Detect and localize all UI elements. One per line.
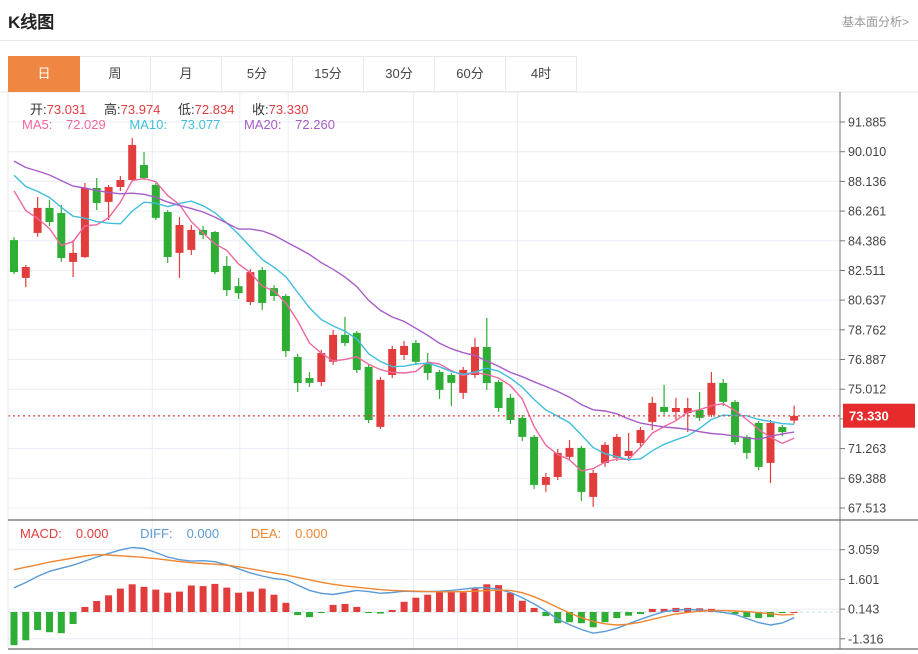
tab-15分[interactable]: 15分	[293, 56, 364, 92]
interval-tabs: 日周月 5分 15分 30分 60分 4时	[8, 56, 577, 92]
ohlc-readout: 开:73.031 高:73.974 低:72.834 收:73.330	[30, 99, 322, 118]
ma-lines	[13, 160, 795, 472]
tab-60分[interactable]: 60分	[435, 56, 506, 92]
tab-日[interactable]: 日	[8, 56, 80, 92]
macd-readout: MACD: 0.000 DIFF: 0.000 DEA: 0.000	[20, 526, 356, 541]
macd-axis: 3.059 1.601 0.143 -1.316	[840, 543, 883, 646]
current-price-tag	[843, 403, 915, 428]
close-value: 73.330	[268, 102, 309, 117]
macd-value: MACD: 0.000	[20, 526, 109, 541]
svg-text:73.330: 73.330	[849, 409, 889, 424]
svg-text:76.887: 76.887	[848, 353, 886, 367]
svg-text:-1.316: -1.316	[848, 632, 883, 646]
fundamental-analysis-link[interactable]: 基本面分析>	[841, 15, 909, 29]
low-label: 低:	[178, 102, 195, 117]
svg-text:69.388: 69.388	[848, 472, 886, 486]
svg-text:3.059: 3.059	[848, 543, 879, 557]
ma5-readout: MA5: 72.029	[22, 117, 106, 132]
svg-text:75.012: 75.012	[848, 383, 886, 397]
svg-text:90.010: 90.010	[848, 145, 886, 159]
dea-value: DEA: 0.000	[250, 526, 328, 541]
svg-text:84.386: 84.386	[848, 234, 886, 248]
open-label: 开:	[30, 102, 47, 117]
tab-月[interactable]: 月	[151, 56, 222, 92]
gridlines	[8, 92, 840, 649]
tab-周[interactable]: 周	[80, 56, 151, 92]
low-value: 72.834	[194, 102, 235, 117]
svg-text:86.261: 86.261	[848, 205, 886, 219]
tab-4时[interactable]: 4时	[506, 56, 577, 92]
ma10-line	[13, 174, 795, 461]
svg-text:82.511: 82.511	[848, 264, 885, 278]
macd-pane	[8, 546, 840, 646]
ma20-line	[13, 160, 795, 441]
open-value: 73.031	[46, 102, 87, 117]
svg-text:1.601: 1.601	[848, 573, 879, 587]
svg-text:80.637: 80.637	[848, 294, 886, 308]
diff-value: DIFF: 0.000	[140, 526, 220, 541]
dea-line	[13, 553, 795, 626]
borders	[0, 91, 918, 650]
svg-text:67.513: 67.513	[848, 502, 886, 516]
close-label: 收:	[252, 102, 269, 117]
ma5-line	[13, 177, 795, 472]
high-value: 73.974	[120, 102, 161, 117]
svg-text:71.263: 71.263	[848, 442, 886, 456]
price-axis: 91.885 90.010 88.136 86.261 84.386 82.511 80.6…	[840, 116, 915, 516]
candlesticks	[10, 138, 799, 507]
ma20-readout: MA20: 72.260	[243, 117, 335, 132]
tab-5分[interactable]: 5分	[222, 56, 293, 92]
svg-text:91.885: 91.885	[848, 116, 886, 130]
svg-text:0.143: 0.143	[848, 603, 879, 617]
svg-text:88.136: 88.136	[848, 175, 886, 189]
svg-text:78.762: 78.762	[848, 323, 886, 337]
tab-30分[interactable]: 30分	[364, 56, 435, 92]
page-title: K线图	[8, 13, 55, 32]
header-divider	[0, 40, 918, 41]
ma-readout: MA5: 72.029 MA10: 73.077 MA20: 72.260	[22, 117, 355, 132]
high-label: 高:	[104, 102, 121, 117]
ma10-readout: MA10: 73.077	[129, 117, 221, 132]
